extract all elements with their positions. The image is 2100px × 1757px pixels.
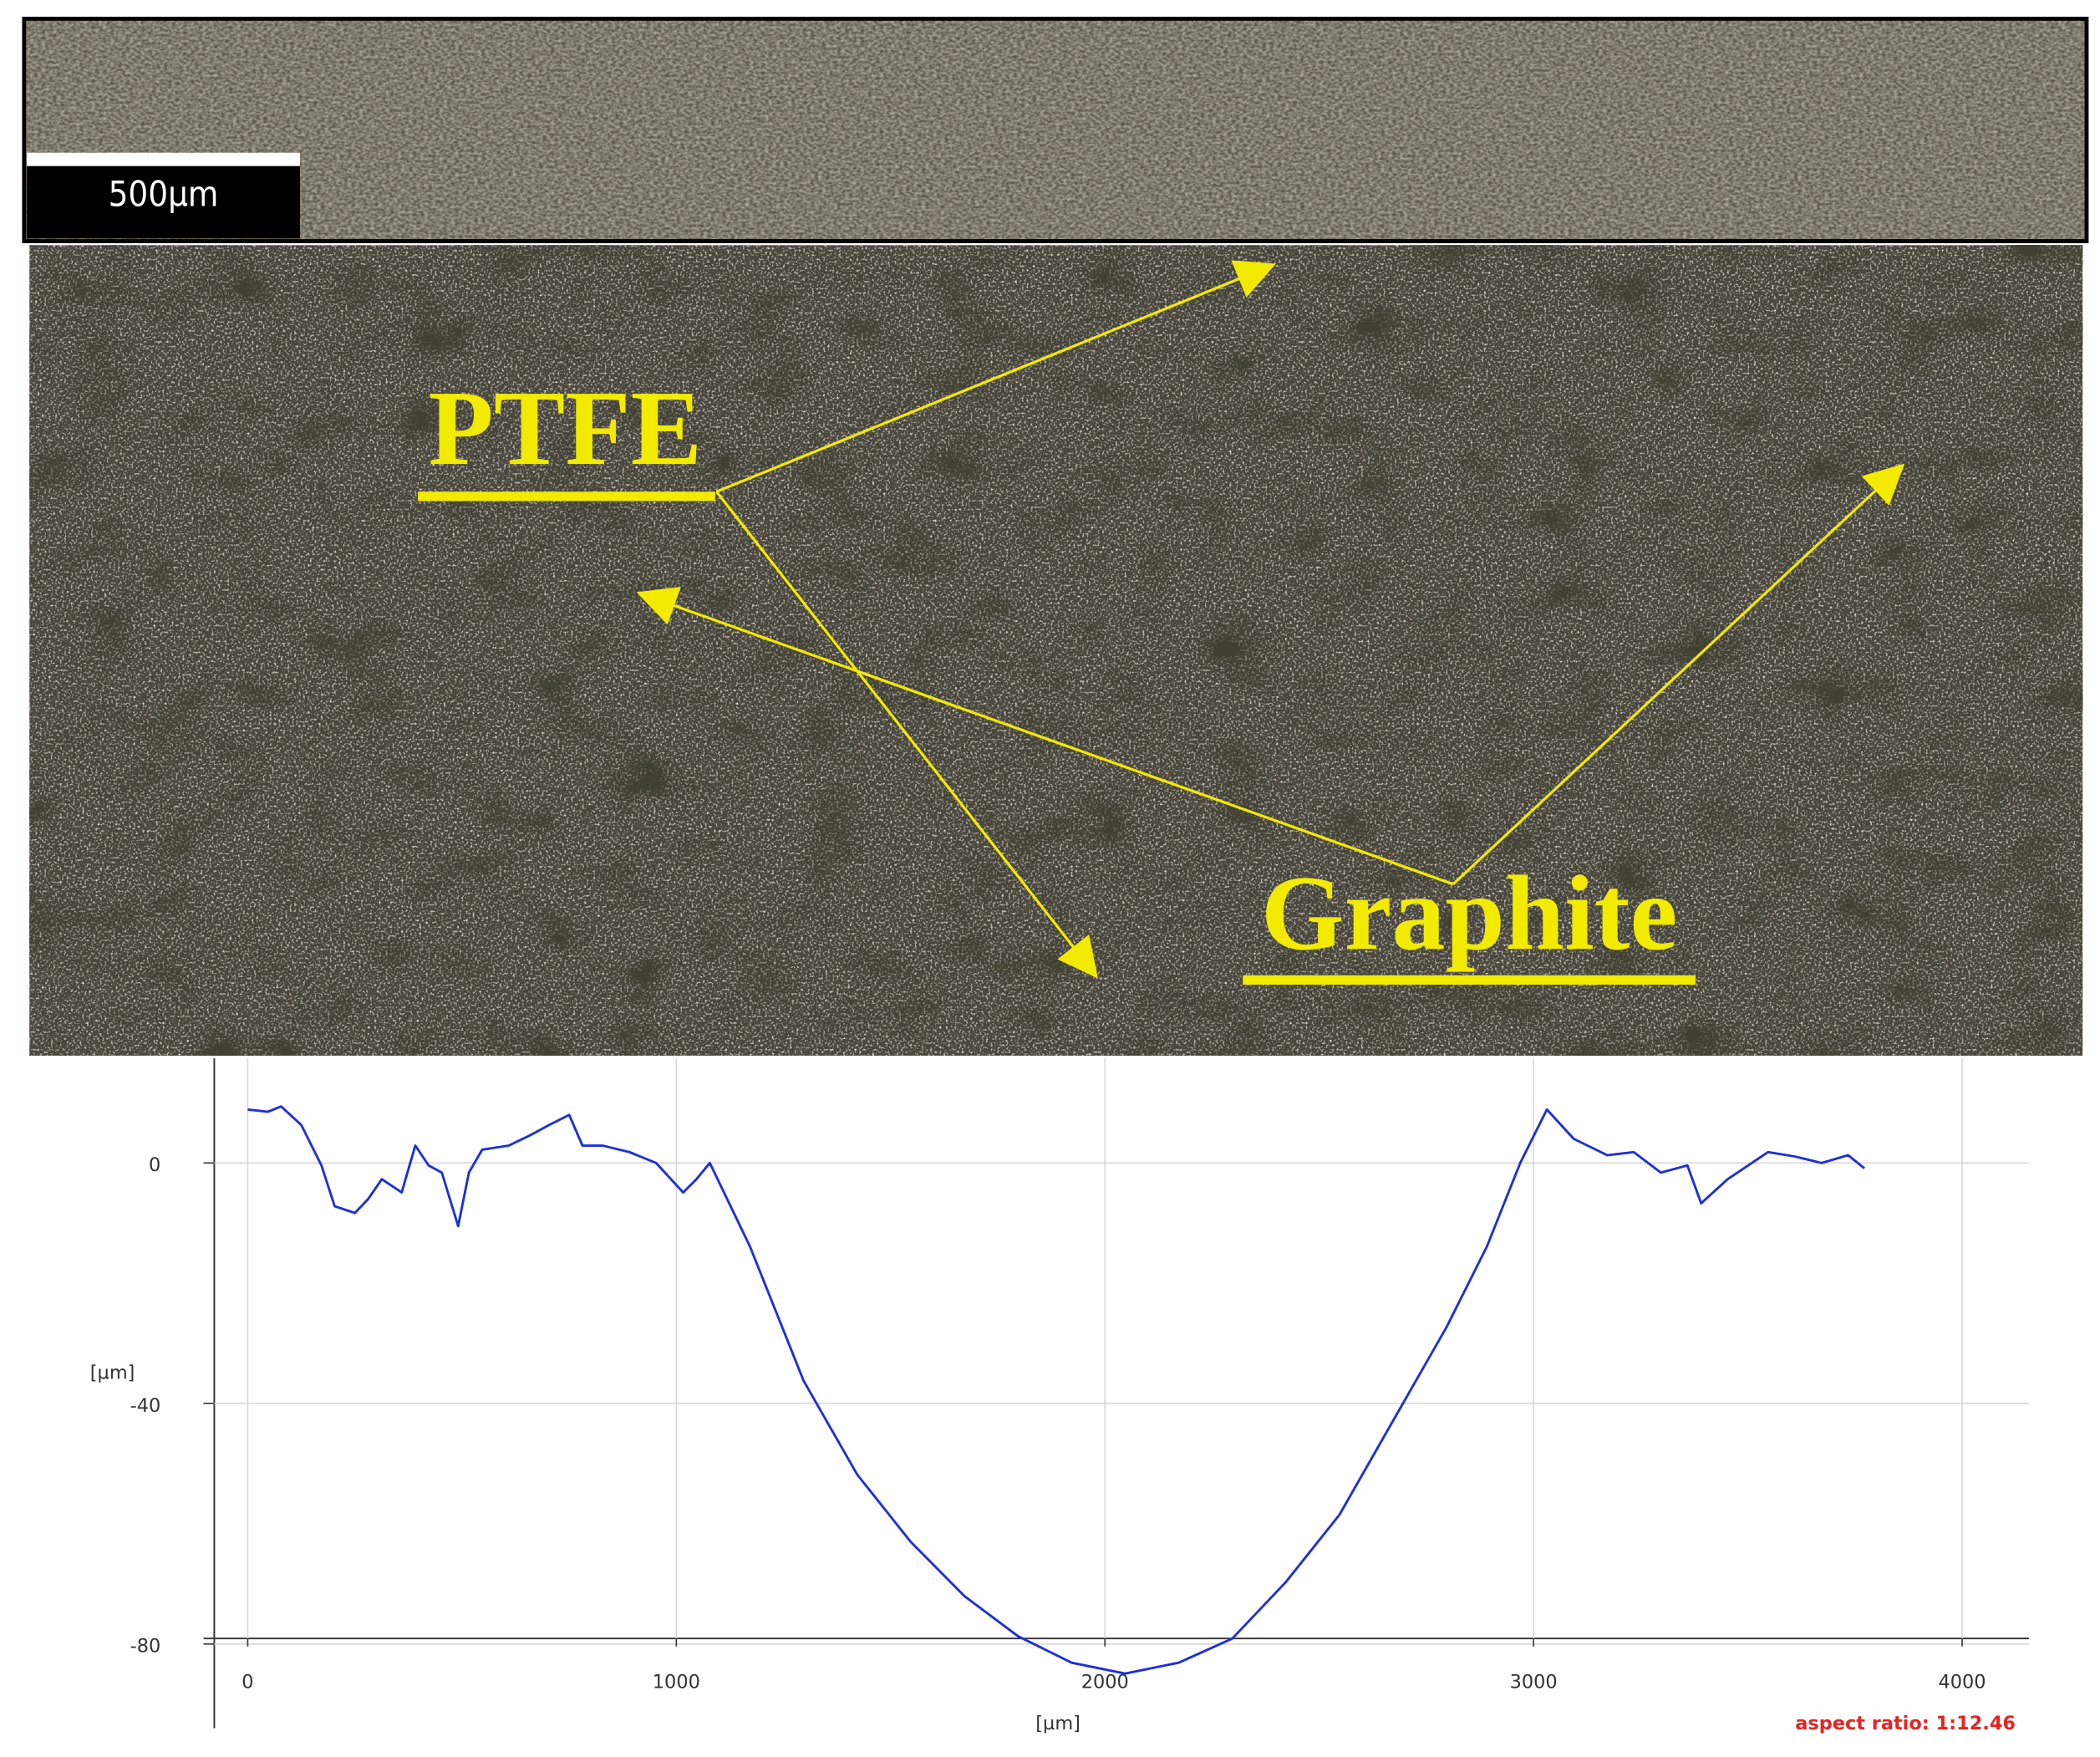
graphite-label: Graphite (1261, 853, 1678, 972)
micrograph-top: 500µm (22, 17, 2089, 243)
y-tick-label: -40 (130, 1395, 161, 1417)
x-axis-label: [µm] (1035, 1713, 1081, 1734)
underline (1243, 975, 1696, 985)
scale-bar (27, 152, 301, 166)
x-tick-label: 2000 (1081, 1672, 1129, 1693)
x-tick-label: 3000 (1510, 1672, 1558, 1693)
ptfe-label: PTFE (429, 369, 703, 487)
y-tick-label: -80 (130, 1636, 161, 1658)
underline (418, 491, 715, 502)
profile-chart: [µm] [µm] aspect ratio: 1:12.46 0 -40 -80 0… (90, 1058, 2030, 1734)
micrograph-main: PTFE Graphite (29, 245, 2083, 1056)
arrow (636, 586, 1454, 886)
arrow (1452, 463, 1905, 885)
x-tick-label: 0 (242, 1672, 253, 1693)
y-tick-label: 0 (149, 1154, 160, 1176)
scale-box (27, 166, 301, 239)
x-tick-label: 4000 (1939, 1672, 1986, 1693)
y-axis-label: [µm] (90, 1362, 135, 1383)
profile-line (247, 1105, 1865, 1675)
aspect-ratio: aspect ratio: 1:12.46 (1795, 1713, 2016, 1734)
arrow (715, 491, 1098, 979)
scale-label: 500µm (109, 174, 219, 215)
arrow (715, 260, 1276, 493)
x-tick-label: 1000 (653, 1672, 700, 1693)
